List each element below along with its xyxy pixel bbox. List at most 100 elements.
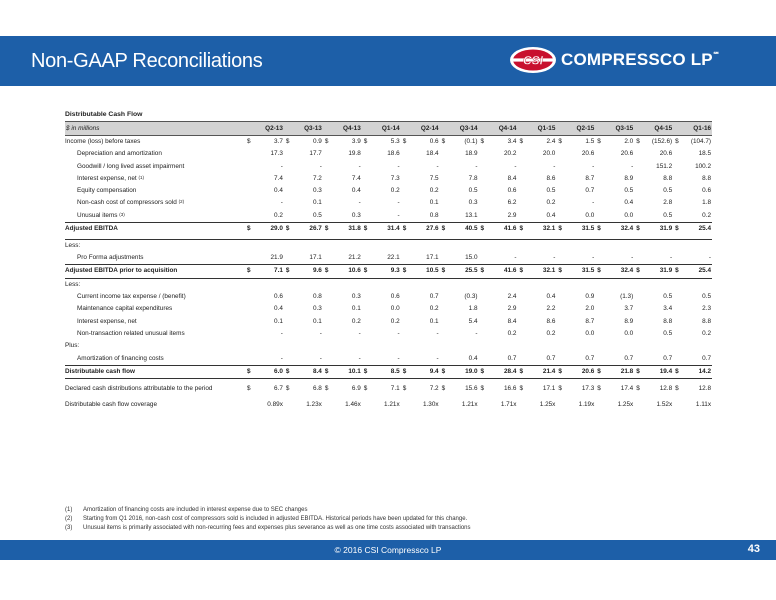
currency-symbol: $	[400, 222, 410, 236]
currency-symbol	[673, 291, 682, 303]
currency-symbol: $	[285, 138, 290, 145]
cell-value: -	[319, 329, 322, 337]
cell-value: 21.8	[604, 364, 635, 380]
cell-value	[332, 278, 362, 291]
currency-symbol	[556, 399, 565, 411]
footnote-number: (3)	[65, 524, 73, 531]
cell-value: 14.2	[682, 364, 713, 380]
cell-value: 20.6	[565, 364, 596, 380]
currency-symbol	[245, 316, 254, 328]
currency-symbol	[673, 328, 682, 340]
currency-symbol: $	[245, 222, 254, 236]
currency-symbol: $	[363, 384, 368, 392]
table-row: Distributable cash flow $6.0 $8.4 $10.1 $8.5…	[65, 364, 713, 380]
cell-value: 0.6	[429, 138, 439, 145]
currency-symbol	[362, 303, 371, 315]
cell-value: 9.6	[292, 264, 323, 279]
currency-symbol	[634, 252, 643, 265]
currency-symbol	[517, 399, 526, 411]
cell-value	[526, 278, 556, 291]
currency-symbol	[517, 161, 526, 173]
cell-value: (0.1)	[464, 138, 478, 145]
currency-symbol	[595, 399, 604, 411]
currency-symbol	[479, 353, 488, 366]
currency-symbol	[517, 148, 526, 160]
cell-value: -	[592, 199, 595, 207]
currency-symbol	[595, 328, 604, 340]
currency-symbol	[556, 340, 565, 352]
currency-symbol	[517, 340, 526, 352]
row-label: Less:	[65, 278, 245, 291]
currency-symbol	[556, 197, 565, 209]
cell-value: 6.2	[507, 199, 517, 207]
currency-symbol	[673, 148, 682, 160]
cell-value: 7.2	[312, 174, 322, 182]
currency-symbol	[401, 303, 410, 315]
currency-symbol	[673, 161, 682, 173]
cell-value	[526, 340, 556, 352]
currency-symbol: $	[439, 222, 449, 236]
column-header: Q1-15	[517, 121, 557, 136]
currency-symbol	[440, 340, 449, 352]
currency-symbol	[634, 185, 643, 197]
cell-value	[254, 340, 284, 352]
cell-value: (1.3)	[620, 293, 634, 301]
cell-value: 2.2	[546, 305, 556, 313]
cell-value	[371, 340, 401, 352]
currency-symbol: $	[441, 138, 446, 145]
cell-value: 20.6	[659, 150, 673, 158]
table-row: Less:	[65, 278, 712, 291]
cell-value: 7.4	[274, 174, 283, 182]
cell-value: 19.0	[448, 364, 479, 380]
cell-value: 0.2	[546, 199, 556, 207]
cell-value: 31.9	[643, 264, 674, 279]
currency-symbol: $	[361, 222, 371, 236]
cell-value: 28.4	[487, 364, 518, 380]
currency-symbol	[595, 278, 604, 291]
cell-value: 17.4	[620, 384, 634, 392]
row-label: Equity compensation	[65, 185, 245, 197]
cell-value: 0.3	[312, 305, 322, 313]
cell-value: 0.6	[390, 293, 400, 301]
cell-value: -	[708, 254, 712, 262]
currency-symbol: $	[595, 222, 605, 236]
row-label: Goodwill / long lived asset impairment	[65, 161, 245, 173]
currency-symbol	[245, 291, 254, 303]
cell-value: 0.1	[351, 305, 361, 313]
row-label: Non-transaction related unusual items	[65, 328, 245, 340]
cell-value: 7.1	[390, 384, 400, 392]
currency-symbol	[323, 148, 332, 160]
cell-value: 2.0	[624, 138, 634, 145]
currency-symbol: $	[519, 384, 524, 392]
cell-value	[449, 340, 479, 352]
logo-badge-text: CSI	[523, 54, 544, 68]
footnote-text: Amortization of financing costs are incl…	[83, 507, 308, 513]
currency-symbol: $	[517, 222, 527, 236]
cell-value: 16.6	[504, 384, 517, 392]
footnotes: (1) Amortization of financing costs are i…	[65, 506, 755, 532]
currency-symbol: $	[556, 264, 566, 279]
currency-symbol	[595, 161, 604, 173]
column-header: Q3-13	[283, 121, 323, 136]
cell-value: -	[592, 162, 595, 170]
cell-value	[293, 340, 323, 352]
currency-symbol	[245, 185, 254, 197]
cell-value: 1.5	[585, 138, 595, 145]
column-header: Q4-13	[322, 121, 362, 136]
cell-value: 31.8	[331, 222, 362, 236]
section-title: Distributable Cash Flow	[65, 111, 143, 118]
currency-symbol: $	[361, 264, 371, 279]
footnote: (3) Unusual items is primarily associated…	[65, 524, 755, 533]
cell-value: 7.1	[254, 264, 284, 279]
currency-symbol: $	[595, 264, 605, 279]
currency-symbol: $	[556, 364, 566, 380]
currency-symbol	[362, 353, 371, 366]
table-row: Less:	[65, 238, 713, 253]
currency-symbol	[284, 278, 293, 291]
cell-value: 0.2	[546, 329, 556, 337]
cell-value	[604, 340, 634, 352]
currency-symbol	[634, 197, 643, 209]
currency-symbol	[595, 148, 604, 160]
currency-symbol	[362, 148, 371, 160]
currency-symbol	[362, 185, 371, 197]
